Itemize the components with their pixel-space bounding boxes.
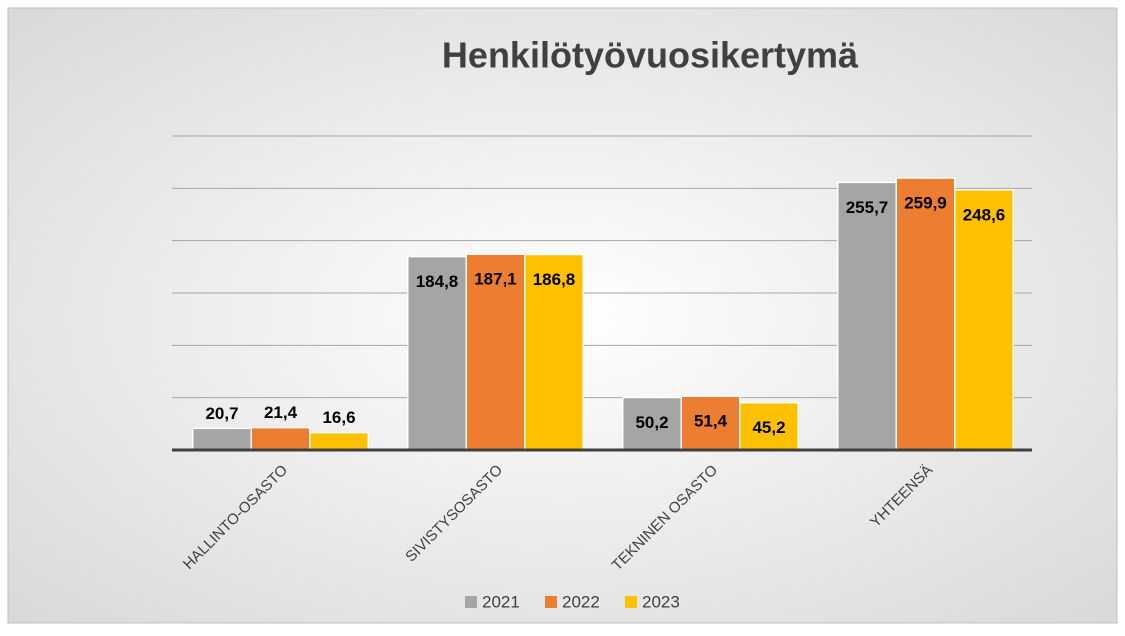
data-label: 184,8: [416, 272, 459, 291]
bar: [192, 427, 252, 451]
legend-label: 2021: [482, 592, 520, 611]
bar: [837, 181, 897, 451]
bar: [250, 426, 311, 451]
data-label: 259,9: [904, 193, 947, 212]
legend-swatch: [625, 596, 637, 608]
data-label: 16,6: [322, 408, 355, 427]
data-label: 51,4: [694, 412, 728, 431]
data-label: 248,6: [963, 205, 1006, 224]
legend-swatch: [465, 596, 477, 608]
data-label: 50,2: [635, 413, 668, 432]
bar: [524, 253, 584, 451]
bars: [192, 177, 1014, 451]
data-label: 45,2: [752, 418, 785, 437]
data-label: 187,1: [474, 270, 517, 289]
data-label: 21,4: [264, 403, 298, 422]
legend-swatch: [545, 596, 557, 608]
data-label: 20,7: [205, 404, 238, 423]
bar: [309, 431, 369, 451]
legend: 2021 2022 2023: [465, 592, 680, 611]
bar: [895, 177, 956, 451]
data-label: 255,7: [846, 198, 889, 217]
chart-title: Henkilötyövuosikertymä: [442, 35, 859, 76]
bar: [680, 395, 741, 451]
data-label: 186,8: [533, 270, 576, 289]
legend-label: 2023: [642, 592, 680, 611]
bar: [739, 401, 799, 451]
legend-label: 2022: [562, 592, 600, 611]
bar: [622, 396, 682, 451]
bar: [954, 189, 1014, 451]
